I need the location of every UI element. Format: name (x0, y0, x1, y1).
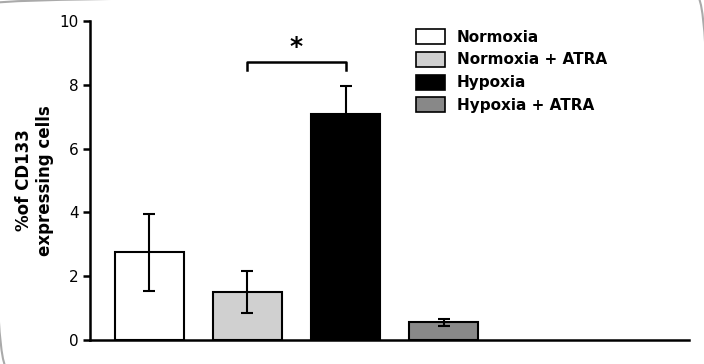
Bar (115, 252, 184, 340)
Text: *: * (290, 35, 303, 59)
Bar (409, 323, 478, 340)
Y-axis label: %of CD133
expressing cells: %of CD133 expressing cells (15, 105, 54, 256)
Bar (311, 114, 380, 340)
Bar (213, 292, 282, 340)
Legend: Normoxia, Normoxia + ATRA, Hypoxia, Hypoxia + ATRA: Normoxia, Normoxia + ATRA, Hypoxia, Hypo… (409, 22, 615, 120)
